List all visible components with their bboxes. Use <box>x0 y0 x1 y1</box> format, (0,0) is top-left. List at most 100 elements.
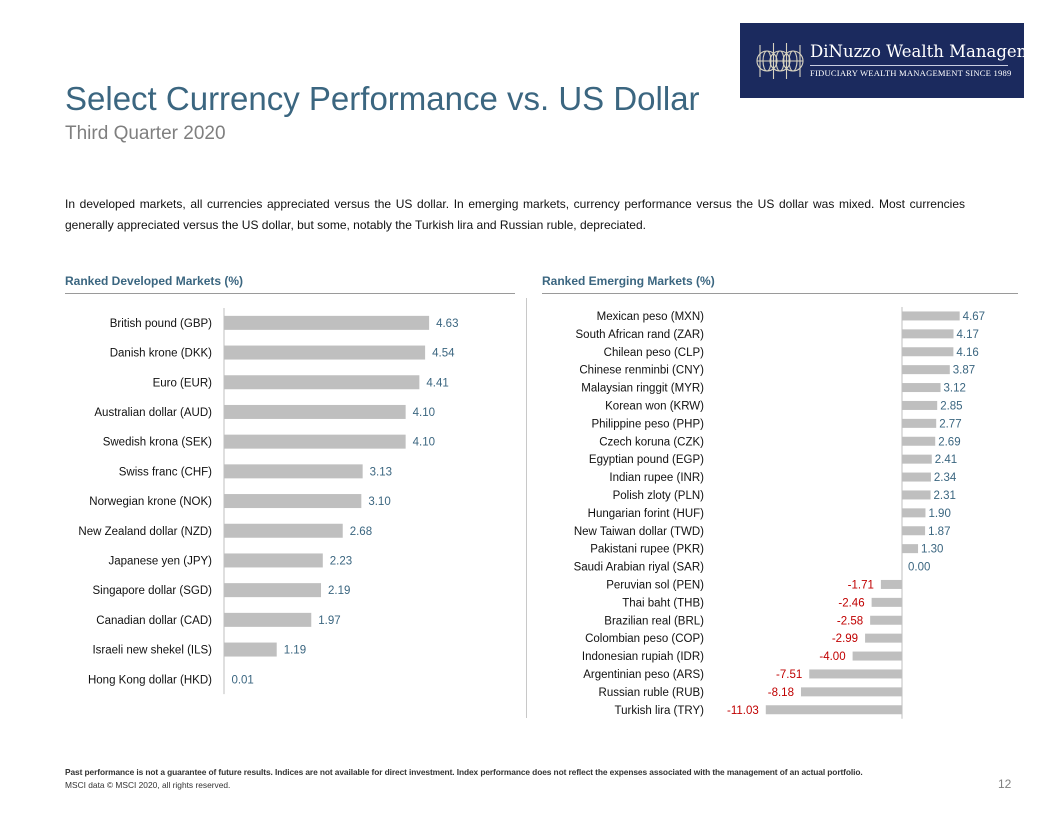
emerging-value-label-hungarian-forint-huf: 1.90 <box>928 508 950 520</box>
emerging-category-label-turkish-lira-try: Turkish lira (TRY) <box>615 705 705 717</box>
emerging-category-label-indonesian-rupiah-idr: Indonesian rupiah (IDR) <box>582 651 704 663</box>
emerging-bar-indian-rupee-inr <box>902 472 931 482</box>
emerging-value-label-new-taiwan-dollar-twd: 1.87 <box>928 526 950 538</box>
emerging-bar-hungarian-forint-huf <box>902 508 926 518</box>
emerging-bar-peruvian-sol-pen <box>880 579 902 589</box>
emerging-bar-egyptian-pound-egp <box>902 454 932 464</box>
developed-category-label-new-zealand-dollar-nzd: New Zealand dollar (NZD) <box>78 526 212 538</box>
developed-value-label-japanese-yen-jpy: 2.23 <box>330 555 352 567</box>
emerging-bar-argentinian-peso-ars <box>809 669 902 679</box>
panel-divider <box>526 298 527 718</box>
developed-category-label-swedish-krona-sek: Swedish krona (SEK) <box>103 437 212 449</box>
developed-value-label-australian-dollar-aud: 4.10 <box>413 407 435 419</box>
emerging-category-label-philippine-peso-php: Philippine peso (PHP) <box>591 418 704 430</box>
emerging-category-label-polish-zloty-pln: Polish zloty (PLN) <box>613 490 705 502</box>
developed-value-label-norwegian-krone-nok: 3.10 <box>368 496 390 508</box>
emerging-value-label-philippine-peso-php: 2.77 <box>939 418 961 430</box>
developed-bar-swiss-franc-chf <box>224 464 363 479</box>
emerging-category-label-mexican-peso-mxn: Mexican peso (MXN) <box>597 311 705 323</box>
logo-company-name: DiNuzzo Wealth Management <box>810 42 1056 61</box>
disclaimer-text: Past performance is not a guarantee of f… <box>65 767 863 777</box>
emerging-category-label-chilean-peso-clp: Chilean peso (CLP) <box>604 347 705 359</box>
emerging-category-label-south-african-rand-zar: South African rand (ZAR) <box>576 329 705 341</box>
developed-category-label-canadian-dollar-cad: Canadian dollar (CAD) <box>96 615 212 627</box>
developed-bar-euro-eur <box>224 375 420 390</box>
emerging-value-label-indian-rupee-inr: 2.34 <box>934 472 957 484</box>
emerging-value-label-colombian-peso-cop: -2.99 <box>832 633 858 645</box>
source-text: MSCI data © MSCI 2020, all rights reserv… <box>65 780 231 790</box>
emerging-bar-south-african-rand-zar <box>902 329 954 339</box>
emerging-value-label-turkish-lira-try: -11.03 <box>727 705 759 717</box>
developed-bar-danish-krone-dkk <box>224 345 426 360</box>
emerging-chart-title: Ranked Emerging Markets (%) <box>542 274 715 288</box>
page-subtitle: Third Quarter 2020 <box>65 123 226 144</box>
emerging-bar-czech-koruna-czk <box>902 436 936 446</box>
developed-category-label-israeli-new-shekel-ils: Israeli new shekel (ILS) <box>92 645 212 657</box>
developed-value-label-danish-krone-dkk: 4.54 <box>432 348 455 360</box>
company-logo: DiNuzzo Wealth Management FIDUCIARY WEAL… <box>740 23 1056 98</box>
developed-bar-israeli-new-shekel-ils <box>224 642 277 657</box>
developed-value-label-swiss-franc-chf: 3.13 <box>370 466 392 478</box>
developed-bar-british-pound-gbp <box>224 315 430 330</box>
emerging-category-label-russian-ruble-rub: Russian ruble (RUB) <box>599 687 705 699</box>
emerging-bar-new-taiwan-dollar-twd <box>902 526 926 536</box>
developed-bar-singapore-dollar-sgd <box>224 583 322 598</box>
developed-bar-australian-dollar-aud <box>224 404 406 419</box>
emerging-category-label-malaysian-ringgit-myr: Malaysian ringgit (MYR) <box>581 383 704 395</box>
emerging-bar-brazilian-real-brl <box>870 615 902 625</box>
developed-category-label-danish-krone-dkk: Danish krone (DKK) <box>110 348 212 360</box>
emerging-bar-chilean-peso-clp <box>902 347 954 357</box>
emerging-bar-korean-won-krw <box>902 400 938 410</box>
developed-title-rule <box>65 293 515 294</box>
emerging-category-label-chinese-renminbi-cny: Chinese renminbi (CNY) <box>579 365 704 377</box>
developed-bar-swedish-krona-sek <box>224 434 406 449</box>
emerging-bar-thai-baht-thb <box>871 597 902 607</box>
emerging-bar-turkish-lira-try <box>765 705 902 715</box>
developed-chart-title: Ranked Developed Markets (%) <box>65 274 244 288</box>
emerging-category-label-czech-koruna-czk: Czech koruna (CZK) <box>599 436 704 448</box>
developed-value-label-new-zealand-dollar-nzd: 2.68 <box>350 526 372 538</box>
developed-category-label-japanese-yen-jpy: Japanese yen (JPY) <box>108 555 212 567</box>
developed-value-label-euro-eur: 4.41 <box>426 377 448 389</box>
emerging-category-label-brazilian-real-brl: Brazilian real (BRL) <box>604 615 704 627</box>
page-title: Select Currency Performance vs. US Dolla… <box>65 80 700 117</box>
developed-value-label-british-pound-gbp: 4.63 <box>436 318 458 330</box>
emerging-value-label-russian-ruble-rub: -8.18 <box>768 687 794 699</box>
emerging-category-label-thai-baht-thb: Thai baht (THB) <box>622 597 704 609</box>
developed-value-label-singapore-dollar-sgd: 2.19 <box>328 585 350 597</box>
logo-divider <box>810 65 1008 66</box>
developed-value-label-canadian-dollar-cad: 1.97 <box>318 615 340 627</box>
emerging-value-label-malaysian-ringgit-myr: 3.12 <box>944 383 966 395</box>
emerging-value-label-mexican-peso-mxn: 4.67 <box>963 311 985 323</box>
developed-category-label-singapore-dollar-sgd: Singapore dollar (SGD) <box>92 585 212 597</box>
developed-category-label-british-pound-gbp: British pound (GBP) <box>110 318 212 330</box>
emerging-value-label-czech-koruna-czk: 2.69 <box>938 436 960 448</box>
emerging-bar-chinese-renminbi-cny <box>902 365 950 375</box>
emerging-category-label-argentinian-peso-ars: Argentinian peso (ARS) <box>583 669 704 681</box>
emerging-bar-colombian-peso-cop <box>865 633 902 643</box>
emerging-value-label-chilean-peso-clp: 4.16 <box>956 347 978 359</box>
developed-bar-new-zealand-dollar-nzd <box>224 523 343 538</box>
developed-category-label-hong-kong-dollar-hkd: Hong Kong dollar (HKD) <box>88 674 212 686</box>
emerging-value-label-thai-baht-thb: -2.46 <box>838 597 864 609</box>
emerging-bar-philippine-peso-php <box>902 418 937 428</box>
emerging-value-label-argentinian-peso-ars: -7.51 <box>776 669 802 681</box>
emerging-value-label-korean-won-krw: 2.85 <box>940 400 962 412</box>
developed-value-label-israeli-new-shekel-ils: 1.19 <box>284 645 306 657</box>
emerging-category-label-indian-rupee-inr: Indian rupee (INR) <box>609 472 704 484</box>
emerging-bar-malaysian-ringgit-myr <box>902 383 941 393</box>
emerging-value-label-brazilian-real-brl: -2.58 <box>837 615 863 627</box>
developed-category-label-swiss-franc-chf: Swiss franc (CHF) <box>119 466 212 478</box>
emerging-bar-polish-zloty-pln <box>902 490 931 500</box>
developed-bar-canadian-dollar-cad <box>224 612 312 627</box>
developed-value-label-hong-kong-dollar-hkd: 0.01 <box>231 674 253 686</box>
emerging-value-label-chinese-renminbi-cny: 3.87 <box>953 365 975 377</box>
developed-bar-japanese-yen-jpy <box>224 553 323 568</box>
developed-category-label-euro-eur: Euro (EUR) <box>153 377 213 389</box>
emerging-category-label-hungarian-forint-huf: Hungarian forint (HUF) <box>588 508 704 520</box>
emerging-value-label-egyptian-pound-egp: 2.41 <box>935 454 957 466</box>
logo-tagline: FIDUCIARY WEALTH MANAGEMENT SINCE 1989 <box>810 68 1012 78</box>
page-number: 12 <box>998 777 1012 791</box>
developed-value-label-swedish-krona-sek: 4.10 <box>413 437 435 449</box>
emerging-bar-indonesian-rupiah-idr <box>852 651 902 661</box>
